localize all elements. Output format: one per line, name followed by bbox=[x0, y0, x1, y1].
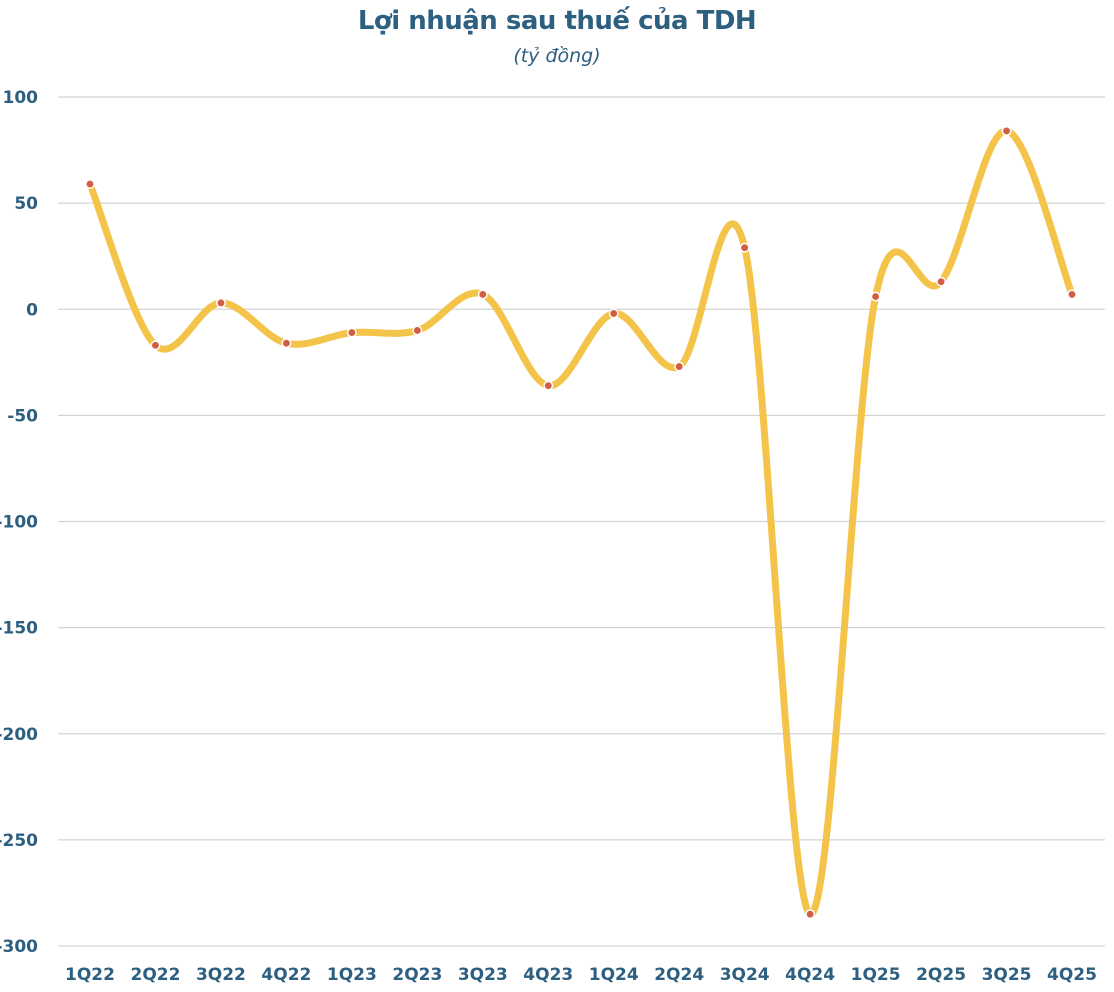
gridlines bbox=[58, 96, 1105, 947]
x-tick-label: 2Q25 bbox=[916, 965, 966, 985]
y-tick-label: -100 bbox=[0, 513, 38, 533]
data-point bbox=[346, 327, 357, 338]
data-point bbox=[674, 361, 685, 372]
y-axis-ticks: 100 50 0 -50 -100 -150 -200 -250 -300 bbox=[0, 88, 38, 957]
data-point bbox=[85, 179, 95, 189]
data-point bbox=[281, 338, 292, 349]
y-tick-label: 100 bbox=[3, 88, 39, 108]
data-point bbox=[739, 242, 750, 253]
y-tick-label: 0 bbox=[26, 300, 38, 320]
x-tick-label: 2Q23 bbox=[392, 965, 442, 985]
x-tick-label: 1Q24 bbox=[589, 965, 639, 985]
y-tick-label: -250 bbox=[0, 831, 38, 851]
x-tick-label: 3Q23 bbox=[458, 965, 508, 985]
x-tick-label: 2Q22 bbox=[130, 965, 180, 985]
y-tick-label: 50 bbox=[14, 194, 38, 214]
data-point bbox=[412, 325, 423, 336]
x-tick-label: 1Q25 bbox=[851, 965, 901, 985]
x-tick-label: 4Q25 bbox=[1047, 965, 1097, 985]
x-tick-label: 1Q23 bbox=[327, 965, 377, 985]
data-point bbox=[870, 291, 881, 302]
y-tick-label: -200 bbox=[0, 725, 38, 745]
x-tick-label: 4Q22 bbox=[261, 965, 311, 985]
x-tick-label: 4Q24 bbox=[785, 965, 835, 985]
x-tick-label: 3Q22 bbox=[196, 965, 246, 985]
x-tick-label: 3Q24 bbox=[720, 965, 770, 985]
data-point bbox=[608, 308, 619, 319]
data-point bbox=[936, 276, 947, 287]
data-point bbox=[1067, 289, 1077, 300]
x-tick-label: 4Q23 bbox=[523, 965, 573, 985]
data-point bbox=[477, 289, 488, 300]
data-point bbox=[1001, 126, 1012, 136]
data-points bbox=[85, 126, 1077, 920]
chart-title: Lợi nhuận sau thuế của TDH bbox=[357, 6, 757, 36]
x-tick-label: 1Q22 bbox=[65, 965, 115, 985]
data-point bbox=[805, 909, 816, 920]
x-axis-ticks: 1Q22 2Q22 3Q22 4Q22 1Q23 2Q23 3Q23 4Q23 1Q24 2Q24… bbox=[65, 965, 1097, 985]
x-tick-label: 3Q25 bbox=[982, 965, 1032, 985]
data-point bbox=[543, 380, 554, 391]
series-layer bbox=[86, 127, 1076, 918]
y-tick-label: -300 bbox=[0, 937, 38, 957]
data-point bbox=[215, 297, 226, 308]
data-point bbox=[150, 340, 161, 351]
series-line bbox=[86, 127, 1076, 918]
y-tick-label: -50 bbox=[7, 406, 38, 426]
x-tick-label: 2Q24 bbox=[654, 965, 704, 985]
chart-subtitle: (tỷ đồng) bbox=[513, 45, 601, 67]
y-tick-label: -150 bbox=[0, 619, 38, 639]
